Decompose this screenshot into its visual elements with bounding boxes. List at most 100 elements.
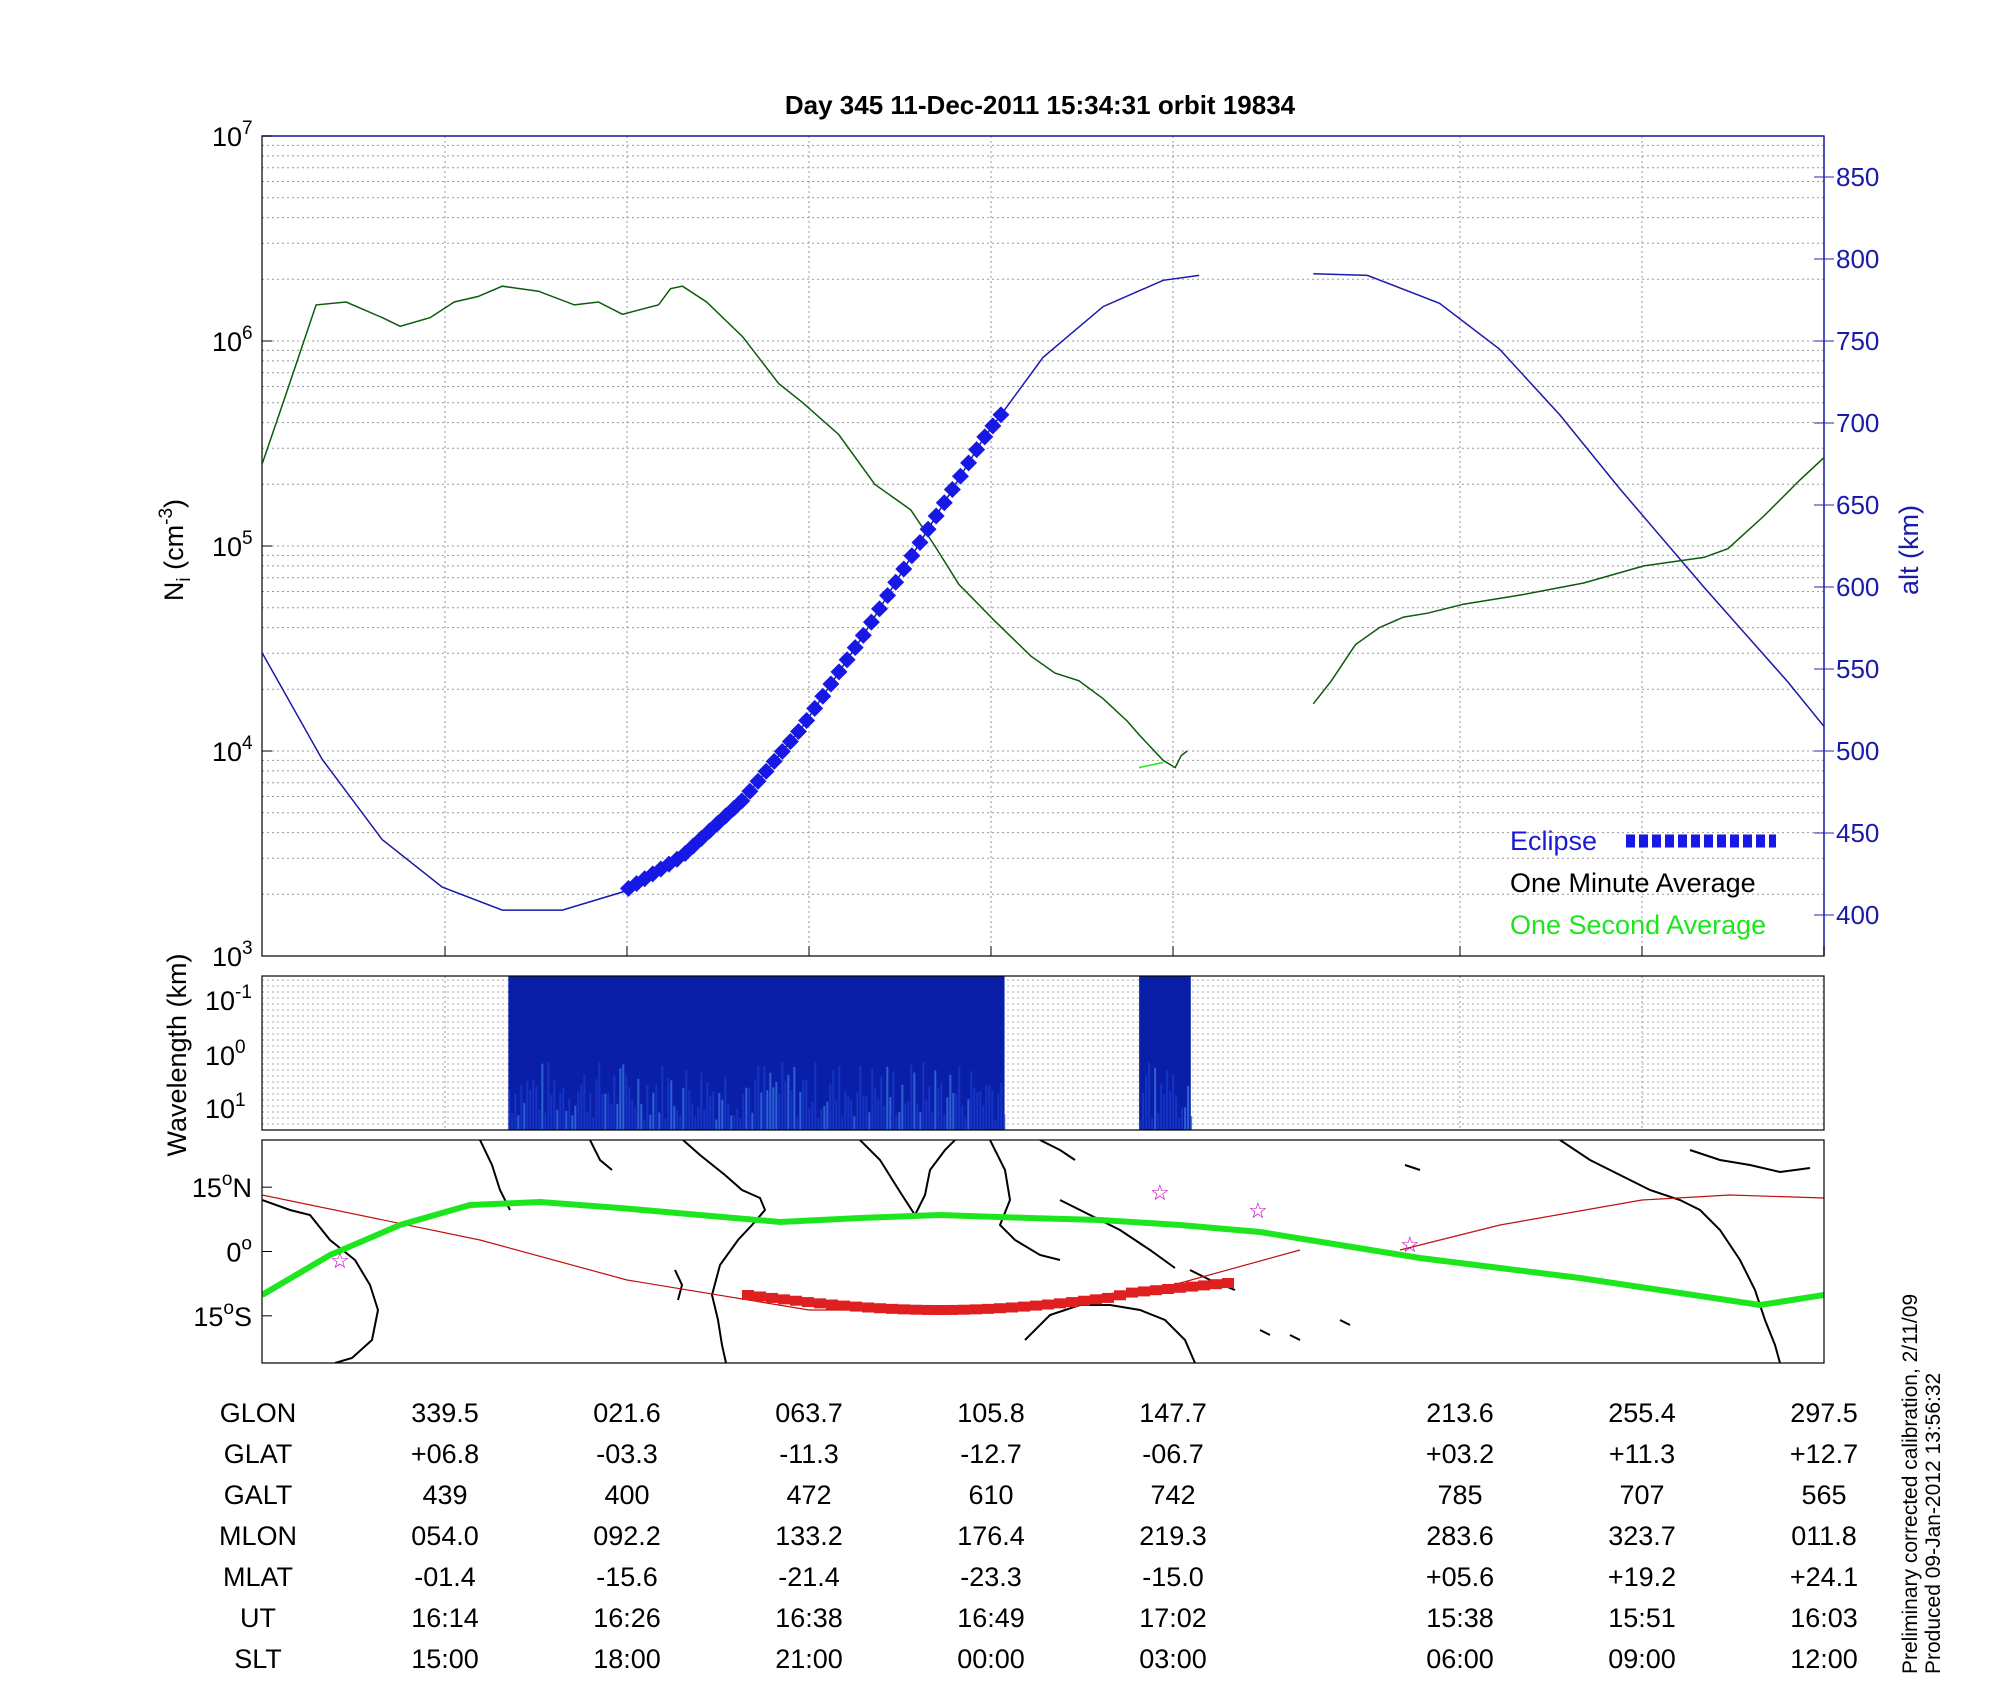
spectrogram-stripe (676, 1109, 679, 1130)
table-cell: 16:03 (1790, 1603, 1858, 1633)
spectrogram-stripe (1163, 1094, 1166, 1130)
spectrogram-stripe (1181, 1108, 1184, 1130)
spectrogram-stripe (541, 1063, 544, 1130)
eclipse-marker (992, 406, 1010, 424)
spectrogram-stripe (574, 1105, 577, 1130)
spectrogram-stripe (988, 1084, 991, 1130)
eclipse-marker (733, 792, 751, 810)
y-axis-label-left: Ni (cm-3) (156, 499, 195, 601)
eclipse-ground-marker (1138, 1286, 1150, 1297)
eclipse-ground-marker (982, 1303, 994, 1314)
spectrogram-stripe (694, 1116, 697, 1130)
table-cell: +24.1 (1790, 1562, 1858, 1592)
spectrogram-stripe (955, 1093, 958, 1130)
eclipse-ground-marker (898, 1304, 910, 1315)
table-cell: 16:38 (775, 1603, 843, 1633)
spectrogram-stripe (766, 1090, 769, 1130)
eclipse-ground-marker (1102, 1292, 1114, 1303)
table-cell: 16:49 (957, 1603, 1025, 1633)
spectrogram-stripe (673, 1106, 676, 1130)
table-cell: 400 (604, 1480, 649, 1510)
table-cell: 323.7 (1608, 1521, 1676, 1551)
spectrogram-stripe (952, 1093, 955, 1130)
spectrogram-stripe (712, 1091, 715, 1130)
spectrogram-stripe (832, 1070, 835, 1130)
eclipse-ground-marker (790, 1295, 802, 1306)
eclipse-ground-marker (766, 1292, 778, 1303)
altitude-line (1313, 273, 1824, 727)
spectrogram-stripe (610, 1104, 613, 1130)
right-tick-label: 550 (1836, 654, 1879, 684)
spectrogram-stripe (1169, 1090, 1172, 1130)
spectrogram-stripe (946, 1097, 949, 1130)
spectrogram-stripe (637, 1078, 640, 1130)
table-row-label: SLT (234, 1644, 282, 1674)
eclipse-marker (757, 762, 775, 780)
spectrogram-stripe (907, 1100, 910, 1130)
spectrogram-stripe (745, 1087, 748, 1130)
spectrogram-stripe (589, 1092, 592, 1130)
spectrogram-stripe (526, 1080, 529, 1130)
spectrogram-stripe (718, 1092, 721, 1130)
degree-icon: o (222, 1169, 233, 1190)
table-cell: -12.7 (960, 1439, 1022, 1469)
spectrogram-stripe (595, 1079, 598, 1130)
eclipse-marker (822, 675, 840, 693)
eclipse-marker (943, 480, 961, 498)
spectrogram-stripe (535, 1086, 538, 1130)
legend: Eclipse One Minute Average One Second Av… (1510, 826, 1776, 940)
spectrogram-stripe (802, 1080, 805, 1130)
spectrogram-stripe (808, 1107, 811, 1130)
spectrogram-stripe (856, 1092, 859, 1130)
spectrogram-blocks (508, 976, 1193, 1130)
eclipse-ground-marker (1174, 1282, 1186, 1293)
spectrogram-stripe (757, 1065, 760, 1130)
eclipse-ground-marker (1066, 1297, 1078, 1308)
spectrogram-stripe (550, 1094, 553, 1130)
table-cell: -03.3 (596, 1439, 658, 1469)
eclipse-ground-marker (1198, 1280, 1210, 1291)
spectrogram-stripe (703, 1110, 706, 1130)
table-row-label: MLON (219, 1521, 297, 1551)
spectrogram-stripe (853, 1116, 856, 1130)
table-cell: 283.6 (1426, 1521, 1494, 1551)
spectrogram-stripe (994, 1119, 997, 1130)
spectrogram-stripe (820, 1108, 823, 1130)
spectrogram-stripe (1142, 1092, 1145, 1130)
spectrogram-stripe (958, 1066, 961, 1130)
table-row-label: GLON (220, 1398, 297, 1428)
spectrogram-stripe (733, 1115, 736, 1130)
left-tick-label: 107 (212, 118, 253, 152)
spectrogram-stripe (655, 1084, 658, 1130)
eclipse-marker (984, 417, 1002, 435)
eclipse-marker (951, 467, 969, 485)
spectrogram-stripe (646, 1084, 649, 1130)
spectrogram-stripe (940, 1083, 943, 1130)
table-cell: 105.8 (957, 1398, 1025, 1428)
degree-icon: o (223, 1298, 234, 1319)
spectrogram-stripe (886, 1066, 889, 1130)
spectrogram-stripe (862, 1095, 865, 1130)
spectrogram-stripe (826, 1101, 829, 1130)
spectrogram-tick-label: 100 (205, 1037, 246, 1071)
footer-calibration: Preliminary corrected calibration, 2/11/… (1899, 1294, 1922, 1674)
density-series (262, 285, 1824, 769)
eclipse-marker (895, 560, 913, 578)
spectrogram-stripe (964, 1116, 967, 1130)
legend-minute-label: One Minute Average (1510, 868, 1756, 898)
spectrogram-stripe (784, 1080, 787, 1130)
spectrogram-stripe (598, 1062, 601, 1130)
eclipse-ground-marker (970, 1304, 982, 1315)
eclipse-marker (838, 651, 856, 669)
eclipse-ground-marker (1222, 1278, 1234, 1288)
spectrogram-stripe (1148, 1062, 1151, 1130)
eclipse-marker (919, 520, 937, 538)
spectrogram-stripe (1184, 1107, 1187, 1130)
star-icon: ☆ (330, 1248, 350, 1273)
star-icon: ☆ (1400, 1232, 1420, 1257)
eclipse-ground-marker (814, 1298, 826, 1309)
table-cell: -11.3 (779, 1439, 839, 1469)
spectrogram-stripe (874, 1087, 877, 1130)
density-line (1312, 457, 1824, 705)
